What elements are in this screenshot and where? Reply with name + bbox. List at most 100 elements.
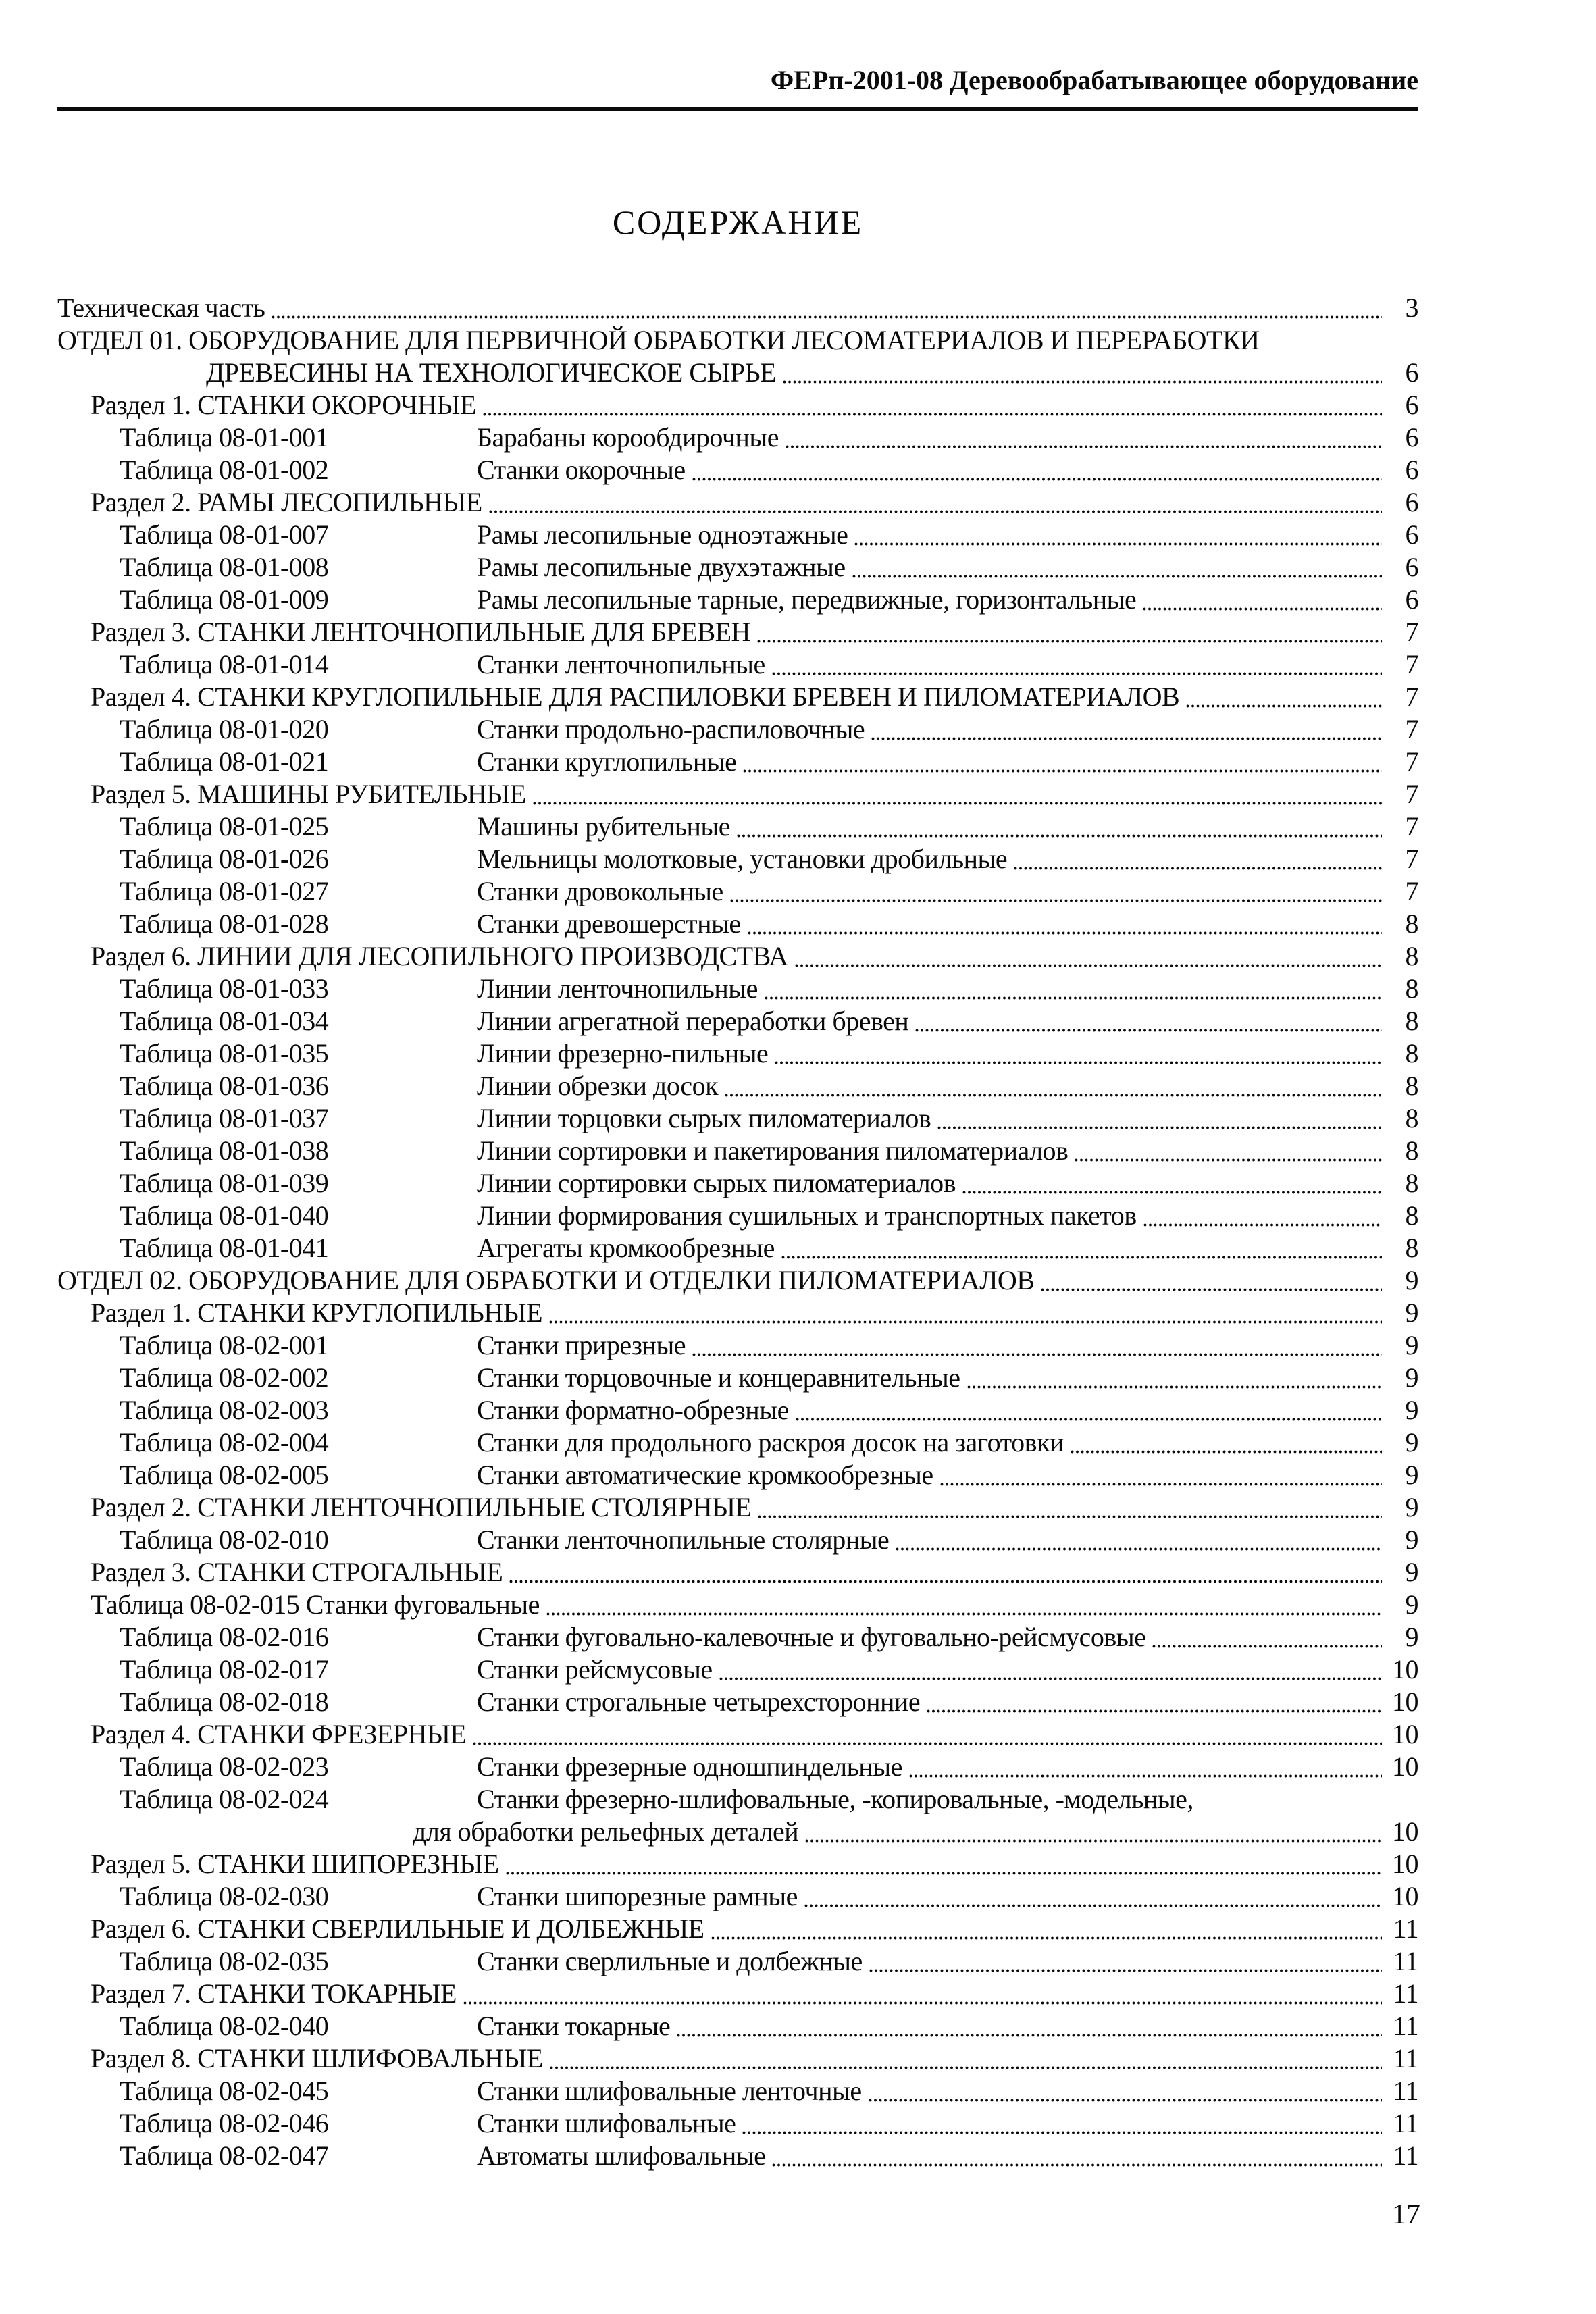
toc-table-number: Таблица 08-02-001 bbox=[120, 1330, 329, 1360]
page-header: ФЕРп-2001-08 Деревообрабатывающее оборуд… bbox=[57, 0, 1418, 111]
toc-table-number: Таблица 08-02-016 bbox=[120, 1622, 329, 1652]
toc-leader-dots bbox=[756, 640, 1382, 643]
toc-page-number: 7 bbox=[1405, 649, 1419, 679]
toc-page-number: 10 bbox=[1392, 1751, 1418, 1782]
toc-entry-line: Таблица 08-02-035 Станки сверлильные и до… bbox=[57, 1945, 1418, 1978]
toc-table-number: Таблица 08-02-047 bbox=[120, 2140, 329, 2171]
toc-entry-text: Машины рубительные bbox=[477, 811, 730, 842]
toc-page-number: 11 bbox=[1393, 2043, 1418, 2074]
toc-table-number: Таблица 08-01-037 bbox=[120, 1103, 329, 1133]
toc-page-number: 6 bbox=[1405, 390, 1419, 420]
toc-entry-line: Таблица 08-02-040 Станки токарные 11 bbox=[57, 2010, 1418, 2042]
toc-leader-dots bbox=[805, 1839, 1382, 1843]
toc-entry-text: Станки ленточнопильные столярные bbox=[477, 1524, 890, 1555]
toc-entry-line: Таблица 08-02-046 Станки шлифовальные 11 bbox=[57, 2107, 1418, 2140]
toc-leader-dots bbox=[772, 2163, 1382, 2167]
toc-table-number: Таблица 08-01-033 bbox=[120, 973, 329, 1004]
toc-entry-text: Станки рейсмусовые bbox=[477, 1654, 713, 1685]
toc-entry-text: Станки строгальные четырехсторонние bbox=[477, 1687, 921, 1717]
toc-page-number: 9 bbox=[1405, 1460, 1419, 1490]
toc-page-number: 10 bbox=[1392, 1816, 1418, 1847]
toc-leader-dots bbox=[692, 478, 1382, 481]
toc-entry-text: Станки фуговально-калевочные и фуговальн… bbox=[477, 1622, 1146, 1652]
toc-entry-text: Раздел 6. ЛИНИИ ДЛЯ ЛЕСОПИЛЬНОГО ПРОИЗВО… bbox=[91, 941, 788, 971]
toc-page-number: 7 bbox=[1405, 779, 1419, 809]
toc-entry-line: Раздел 1. СТАНКИ ОКОРОЧНЫЕ 6 bbox=[57, 389, 1418, 421]
toc-entry-text: Барабаны корообдирочные bbox=[477, 422, 779, 453]
toc-page-number: 7 bbox=[1405, 844, 1419, 874]
toc-page-number: 6 bbox=[1405, 584, 1419, 615]
toc-table-number: Таблица 08-01-034 bbox=[120, 1006, 329, 1036]
toc-table-number: Таблица 08-01-038 bbox=[120, 1135, 329, 1166]
toc-entry-line: Раздел 5. МАШИНЫ РУБИТЕЛЬНЫЕ 7 bbox=[57, 778, 1418, 811]
toc-leader-dots bbox=[915, 1029, 1382, 1032]
toc-page-number: 3 bbox=[1405, 292, 1419, 323]
toc-page-number: 8 bbox=[1405, 941, 1419, 971]
toc-entry-text: Рамы лесопильные тарные, передвижные, го… bbox=[477, 584, 1137, 615]
toc-page-number: 10 bbox=[1392, 1849, 1418, 1879]
table-of-contents: Техническая часть 3 ОТДЕЛ 01. ОБОРУДОВАНИЕ… bbox=[57, 292, 1418, 2172]
toc-entry-line: Раздел 7. СТАНКИ ТОКАРНЫЕ 11 bbox=[57, 1978, 1418, 2010]
toc-entry-text: Станки токарные bbox=[477, 2011, 671, 2041]
toc-entry-line: Раздел 8. СТАНКИ ШЛИФОВАЛЬНЫЕ 11 bbox=[57, 2042, 1418, 2075]
toc-page-number: 9 bbox=[1405, 1622, 1419, 1652]
toc-leader-dots bbox=[927, 1709, 1382, 1713]
toc-leader-dots bbox=[868, 2099, 1382, 2102]
toc-leader-dots bbox=[869, 1969, 1382, 1972]
toc-entry-line: Таблица 08-02-023 Станки фрезерные одношп… bbox=[57, 1751, 1418, 1783]
toc-page-number: 8 bbox=[1405, 1103, 1419, 1133]
toc-page-number: 9 bbox=[1405, 1297, 1419, 1328]
toc-leader-dots bbox=[743, 769, 1382, 773]
toc-entry-line: Таблица 08-02-001 Станки прирезные 9 bbox=[57, 1329, 1418, 1362]
toc-entry-text: Станки окорочные bbox=[477, 455, 686, 485]
toc-entry-line: Раздел 3. СТАНКИ ЛЕНТОЧНОПИЛЬНЫЕ ДЛЯ БРЕ… bbox=[57, 616, 1418, 648]
toc-leader-dots bbox=[463, 2001, 1382, 2005]
toc-leader-dots bbox=[719, 1677, 1382, 1680]
toc-entry-text: Станки прирезные bbox=[477, 1330, 686, 1360]
toc-table-number: Таблица 08-02-004 bbox=[120, 1427, 329, 1458]
toc-entry-line: Таблица 08-01-001 Барабаны корообдирочные… bbox=[57, 421, 1418, 454]
toc-page-number: 6 bbox=[1405, 487, 1419, 517]
toc-entry-text: Линии агрегатной переработки бревен bbox=[477, 1006, 909, 1036]
toc-page-number: 7 bbox=[1405, 617, 1419, 647]
toc-entry-text: Рамы лесопильные двухэтажные bbox=[477, 552, 846, 582]
toc-entry-line: Таблица 08-02-030 Станки шипорезные рамны… bbox=[57, 1880, 1418, 1913]
toc-entry-line: Раздел 5. СТАНКИ ШИПОРЕЗНЫЕ 10 bbox=[57, 1848, 1418, 1880]
toc-entry-text: Раздел 4. СТАНКИ ФРЕЗЕРНЫЕ bbox=[91, 1719, 467, 1749]
toc-table-number: Таблица 08-02-030 bbox=[120, 1881, 329, 1911]
toc-table-number: Таблица 08-02-003 bbox=[120, 1395, 329, 1425]
toc-leader-dots bbox=[771, 672, 1382, 675]
toc-table-number: Таблица 08-01-040 bbox=[120, 1200, 329, 1231]
toc-entry-text: Раздел 2. СТАНКИ ЛЕНТОЧНОПИЛЬНЫЕ СТОЛЯРН… bbox=[91, 1492, 752, 1522]
toc-entry-line: Таблица 08-02-004 Станки для продольного … bbox=[57, 1426, 1418, 1459]
toc-entry-text: Станки автоматические кромкообрезные bbox=[477, 1460, 933, 1490]
toc-table-number: Таблица 08-02-010 bbox=[120, 1524, 329, 1555]
toc-leader-dots bbox=[804, 1904, 1382, 1907]
toc-entry-text: Раздел 1. СТАНКИ ОКОРОЧНЫЕ bbox=[91, 390, 476, 420]
toc-leader-dots bbox=[781, 1256, 1382, 1259]
toc-table-number: Таблица 08-01-008 bbox=[120, 552, 329, 582]
toc-leader-dots bbox=[546, 1612, 1382, 1616]
toc-page-number: 8 bbox=[1405, 973, 1419, 1004]
toc-entry-line: Техническая часть 3 bbox=[57, 292, 1418, 324]
toc-entry-text: Рамы лесопильные одноэтажные bbox=[477, 519, 848, 550]
toc-entry-line: Таблица 08-01-021 Станки круглопильные 7 bbox=[57, 746, 1418, 778]
toc-entry-line: Таблица 08-02-010 Станки ленточнопильные … bbox=[57, 1524, 1418, 1556]
toc-page-number: 9 bbox=[1405, 1395, 1419, 1425]
toc-page-number: 8 bbox=[1405, 1038, 1419, 1069]
toc-page-number: 8 bbox=[1405, 1168, 1419, 1198]
toc-entry-line: Таблица 08-01-038 Линии сортировки и паке… bbox=[57, 1135, 1418, 1167]
toc-entry-text: Станки ленточнопильные bbox=[477, 649, 765, 679]
toc-entry-line: Таблица 08-01-028 Станки древошерстные 8 bbox=[57, 908, 1418, 940]
toc-leader-dots bbox=[794, 964, 1382, 967]
toc-table-number: Таблица 08-02-018 bbox=[120, 1687, 329, 1717]
toc-leader-dots bbox=[742, 2131, 1382, 2134]
toc-entry-text: Раздел 1. СТАНКИ КРУГЛОПИЛЬНЫЕ bbox=[91, 1297, 543, 1328]
toc-entry-line: Таблица 08-02-024 Станки фрезерно-шлифова… bbox=[57, 1783, 1418, 1816]
toc-leader-dots bbox=[747, 931, 1382, 935]
toc-entry-line: Таблица 08-01-008 Рамы лесопильные двухэт… bbox=[57, 551, 1418, 584]
toc-page-number: 6 bbox=[1405, 455, 1419, 485]
toc-entry-line: Раздел 3. СТАНКИ СТРОГАЛЬНЫЕ 9 bbox=[57, 1556, 1418, 1589]
toc-entry-text: Раздел 3. СТАНКИ ЛЕНТОЧНОПИЛЬНЫЕ ДЛЯ БРЕ… bbox=[91, 617, 750, 647]
toc-entry-text: Линии сортировки и пакетирования пиломат… bbox=[477, 1135, 1069, 1166]
